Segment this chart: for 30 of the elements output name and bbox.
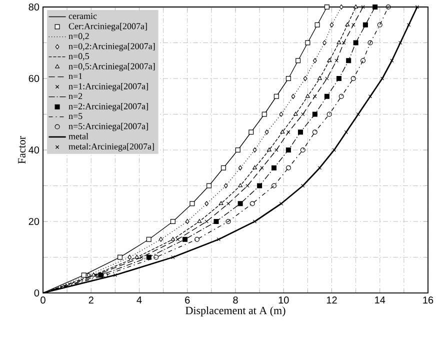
- x-tick-label: 10: [278, 296, 289, 304]
- x-tick-label: 0: [40, 296, 46, 304]
- legend-label: n=1: [68, 73, 82, 80]
- y-tick-label: 40: [28, 146, 40, 154]
- x-tick-label: 14: [375, 296, 386, 304]
- y-tick-label: 0: [34, 289, 40, 297]
- y-tick-label: 20: [28, 218, 40, 226]
- x-tick-label: 6: [185, 296, 190, 304]
- legend-label: n=2:Arciniega[2007a]: [68, 102, 148, 112]
- legend-label: ceramic: [68, 13, 97, 20]
- y-axis-title: Factor: [18, 136, 26, 164]
- legend-label: n=0,2: [68, 33, 89, 40]
- legend-label: n=5:Arciniega[2007a]: [68, 122, 148, 132]
- x-tick-label: 4: [136, 296, 142, 304]
- legend-label: n=1:Arciniega[2007a]: [68, 82, 148, 92]
- y-tick-label: 80: [28, 3, 40, 11]
- y-tick-label: 60: [28, 74, 40, 82]
- legend-label: metal: [68, 133, 88, 140]
- legend-label: Cer:Arciniega[2007a]: [68, 22, 147, 32]
- legend-label: n=5: [68, 113, 82, 120]
- legend-label: n=2: [68, 93, 82, 100]
- legend-label: metal:Arciniega[2007a]: [68, 143, 154, 152]
- legend-label: n=0,5: [68, 53, 90, 60]
- x-tick-label: 8: [233, 296, 238, 304]
- x-tick-label: 16: [423, 296, 434, 304]
- x-tick-label: 2: [88, 296, 94, 304]
- x-axis-title: Displacement at A (m): [186, 306, 286, 316]
- legend-label: n=0,5:Arciniega[2007a]: [68, 62, 155, 72]
- legend-label: n=0,2:Arciniega[2007a]: [68, 42, 155, 52]
- x-tick-label: 12: [326, 296, 337, 304]
